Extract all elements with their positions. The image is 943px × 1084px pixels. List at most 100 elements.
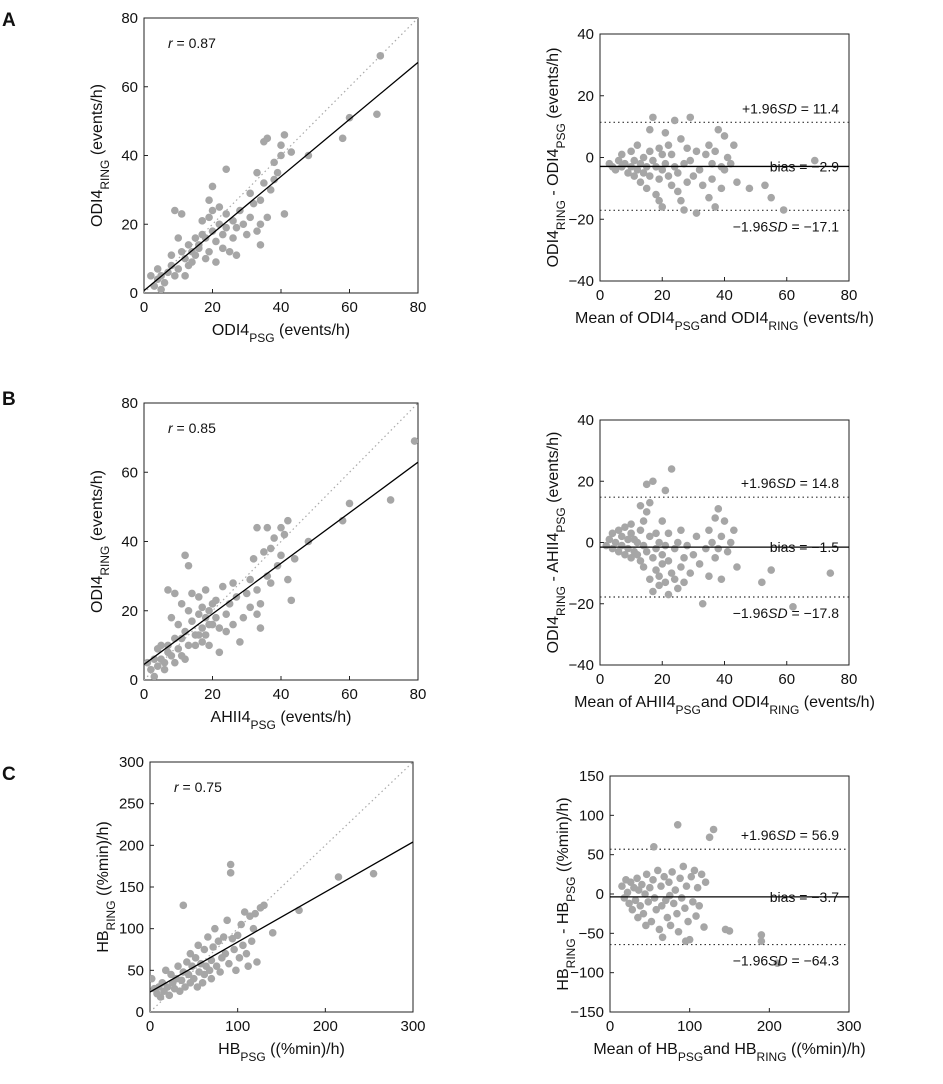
data-point xyxy=(230,945,238,954)
data-point xyxy=(649,587,657,596)
y-tick-label: 80 xyxy=(121,395,138,412)
data-point xyxy=(681,904,689,912)
data-point xyxy=(229,234,237,242)
identity-line xyxy=(150,762,413,1012)
data-point xyxy=(646,147,654,156)
data-point xyxy=(646,883,654,892)
data-point xyxy=(711,554,719,562)
data-point xyxy=(673,909,681,918)
data-point xyxy=(242,949,251,958)
data-point xyxy=(211,924,219,933)
data-point xyxy=(663,913,672,922)
data-point xyxy=(270,175,278,184)
data-point xyxy=(702,544,710,553)
data-point xyxy=(171,589,179,598)
data-point xyxy=(270,158,278,167)
data-point xyxy=(218,582,227,591)
data-point xyxy=(164,586,172,594)
data-point xyxy=(642,480,651,489)
x-axis-label: Mean of AHII4PSGand ODI4RING (events/h) xyxy=(574,694,875,717)
data-point xyxy=(639,153,648,162)
data-point xyxy=(208,620,217,629)
data-point xyxy=(160,658,169,667)
data-point xyxy=(657,882,665,890)
correlation-label: r = 0.85 xyxy=(168,420,216,436)
data-point xyxy=(658,517,667,525)
data-point xyxy=(158,979,167,987)
data-point xyxy=(188,258,196,266)
y-tick-label: 80 xyxy=(121,10,138,27)
data-point xyxy=(171,658,179,667)
data-point xyxy=(225,247,234,256)
chart-B-bland: 0 20 40 60 80 −40 −20 0 20 40 Mean of AHII4PSGand … xyxy=(545,412,875,717)
data-point xyxy=(633,550,642,559)
data-point xyxy=(705,572,713,580)
x-tick-label: 200 xyxy=(313,1018,338,1035)
data-point xyxy=(661,129,670,137)
data-point xyxy=(661,578,670,587)
data-point xyxy=(188,589,196,598)
data-point xyxy=(205,641,213,650)
data-point xyxy=(692,209,701,217)
x-tick-label: 300 xyxy=(400,1018,425,1035)
data-point xyxy=(284,575,292,584)
data-point xyxy=(664,172,673,180)
data-point xyxy=(646,575,654,584)
data-point xyxy=(181,272,189,280)
data-point xyxy=(684,917,692,926)
data-point xyxy=(608,529,617,538)
data-point xyxy=(277,551,285,560)
data-point xyxy=(240,908,249,916)
data-point xyxy=(191,954,200,962)
data-point xyxy=(666,921,675,930)
data-point xyxy=(284,516,292,525)
data-point xyxy=(195,593,203,601)
data-point xyxy=(646,532,654,541)
identity-line xyxy=(144,403,418,680)
data-point xyxy=(181,551,189,560)
data-point xyxy=(181,655,189,664)
data-point xyxy=(655,538,663,547)
y-tick-label: 20 xyxy=(577,473,594,490)
data-point xyxy=(620,894,629,902)
data-point xyxy=(277,523,285,532)
data-point xyxy=(617,532,626,541)
y-tick-label: 100 xyxy=(579,807,604,824)
data-point xyxy=(215,220,224,229)
data-point xyxy=(649,113,657,122)
data-point xyxy=(636,159,645,168)
data-point xyxy=(273,168,282,177)
data-point xyxy=(621,550,629,559)
data-point xyxy=(680,578,688,587)
data-point xyxy=(679,862,688,871)
data-point xyxy=(652,529,660,538)
data-point xyxy=(150,672,159,680)
data-point xyxy=(641,890,649,898)
y-tick-label: −40 xyxy=(569,273,594,290)
data-point xyxy=(779,206,788,214)
data-point xyxy=(205,247,213,256)
data-point xyxy=(730,141,738,149)
chart-A-bland: 0 20 40 60 80 −40 −20 0 20 40 Mean of ODI4PSGand O… xyxy=(545,26,874,333)
y-tick-label: 60 xyxy=(121,464,138,481)
data-point xyxy=(174,620,183,629)
data-point xyxy=(642,508,651,516)
data-point xyxy=(157,641,165,650)
plot-area xyxy=(600,113,849,217)
data-point xyxy=(660,872,668,881)
data-point xyxy=(654,866,662,875)
data-point xyxy=(674,538,682,547)
y-tick-label: −40 xyxy=(569,657,594,674)
data-point xyxy=(639,563,648,571)
data-point xyxy=(212,962,221,970)
data-point xyxy=(705,526,713,535)
data-point xyxy=(664,557,673,565)
plot-area xyxy=(610,820,849,968)
data-point xyxy=(758,578,766,587)
regression-line xyxy=(150,841,413,993)
x-tick-label: 300 xyxy=(836,1018,861,1035)
data-point xyxy=(198,603,207,612)
data-point xyxy=(232,251,241,259)
data-point xyxy=(664,590,673,599)
data-point xyxy=(157,285,165,293)
